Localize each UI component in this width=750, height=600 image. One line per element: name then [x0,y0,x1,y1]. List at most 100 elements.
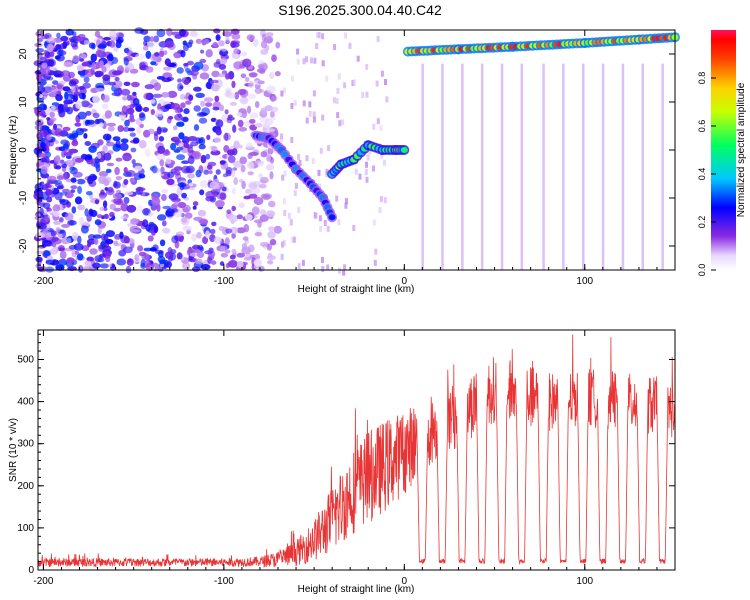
spectrogram-noise-speck [344,32,348,39]
figure-title: S196.2025.300.04.40.C42 [278,2,442,18]
spectrogram-noise-cell [43,250,51,257]
spectrogram-y-axis-label: Frequency (Hz) [8,116,19,185]
spectrogram-noise-cell [193,86,202,92]
spectrogram-noise-cell [97,43,107,49]
spectrogram-noise-speck [317,169,321,176]
spectrogram-noise-cell [159,239,166,247]
spectrogram-noise-cell [173,211,183,218]
spectrogram-noise-cell [259,214,269,222]
spectrogram-noise-cell [55,264,65,271]
spectrogram-noise-cell [116,32,124,38]
spectrogram-noise-cell [94,70,104,77]
colorbar-tick-label: 0.0 [697,264,707,277]
spectrogram-noise-cell [69,219,74,226]
spectrogram-noise-speck [312,116,316,123]
spectrogram-noise-cell [122,152,132,162]
spectrogram-noise-speck [365,176,369,183]
spectrogram-noise-cell [230,42,240,48]
spectrogram-noise-cell [109,203,116,210]
spectrogram-noise-cell [120,88,131,96]
spectrogram-noise-cell [275,41,281,49]
spectrogram-noise-speck [321,60,325,67]
spectrogram-noise-cell [53,123,57,130]
spectrogram-noise-cell [136,126,142,135]
colorbar-tick-label: 0.4 [697,168,707,181]
spectrogram-noise-cell [134,27,144,34]
spectrogram-noise-cell [248,72,258,78]
spectrogram-noise-cell [81,62,89,67]
spectrogram-noise-cell [245,188,253,194]
spectrogram-noise-cell [246,34,255,41]
spectrogram-noise-cell [98,175,107,185]
spectrogram-noise-cell [197,209,207,217]
spectrogram-noise-cell [237,119,244,128]
spectrogram-noise-cell [78,265,84,273]
spectrogram-noise-cell [124,191,134,196]
spectrogram-noise-cell [189,70,199,76]
spectrogram-noise-cell [222,30,232,37]
spectrogram-noise-cell [66,257,75,264]
spectrogram-noise-cell [158,259,167,264]
spectrogram-noise-speck [283,170,287,177]
spectrogram-noise-cell [71,232,79,240]
spectrogram-noise-speck [374,248,378,255]
spectrogram-noise-cell [204,250,214,255]
spectrogram-noise-cell [215,128,222,136]
spectrogram-noise-cell [114,166,120,176]
spectrogram-noise-cell [54,139,59,145]
spectrogram-noise-cell [62,102,68,111]
spectrogram-noise-cell [94,118,100,125]
spectrogram-noise-cell [99,263,109,269]
spectrogram-noise-speck [337,219,341,226]
spectrogram-noise-cell [99,206,105,212]
spectrogram-noise-cell [84,69,94,77]
spectrogram-noise-cell [170,142,177,151]
spectrogram-noise-speck [287,213,291,219]
spectrogram-noise-cell [198,117,208,124]
spectrogram-y-tick-label: -10 [18,190,29,205]
spectrogram-noise-cell [231,205,236,212]
snr-frame [37,329,676,571]
spectrogram-noise-cell [37,153,48,158]
spectrogram-noise-cell [69,166,76,171]
spectrogram-noise-cell [56,32,61,39]
spectrogram-noise-cell [225,36,230,43]
spectrogram-noise-cell [228,260,238,268]
spectrogram-noise-cell [163,66,172,71]
spectrogram-noise-cell [203,97,214,103]
spectrogram-y-tick-label: -20 [18,238,29,253]
spectrogram-noise-speck [316,32,320,39]
spectrogram-noise-cell [60,191,68,196]
spectrogram-noise-cell [158,50,165,58]
spectrogram-noise-cell [111,92,121,96]
spectrogram-noise-cell [213,236,222,244]
spectrogram-x-tick-label: -200 [33,276,53,287]
spectrogram-noise-speck [343,82,347,89]
spectrogram-noise-cell [101,233,106,242]
spectrogram-noise-cell [236,112,242,117]
spectrogram-noise-cell [248,80,255,89]
spectrogram-noise-cell [215,119,224,128]
spectrogram-noise-cell [99,122,104,128]
spectrogram-noise-cell [54,73,62,78]
spectrogram-noise-cell [241,243,248,250]
spectrogram-noise-cell [247,171,254,176]
spectrogram-noise-speck [297,207,301,213]
spectrogram-noise-cell [126,107,135,115]
snr-panel: -200 -100 0 100 0 100 200 300 400 500 Height of … [8,329,676,595]
spectrogram-noise-cell [156,28,166,38]
snr-y-tick-label: 300 [17,439,34,450]
spectrogram-noise-cell [198,144,206,150]
spectrogram-noise-speck [336,112,340,119]
spectrogram-noise-cell [76,178,86,185]
spectrogram-noise-cell [173,201,179,206]
spectrogram-noise-cell [72,95,77,101]
snr-y-tick-label: 0 [28,565,34,576]
spectrogram-noise-cell [157,103,162,111]
spectrogram-noise-cell [75,157,84,163]
spectrogram-striation [461,63,464,270]
spectrogram-noise-cell [220,252,228,258]
spectrogram-noise-cell [200,100,206,107]
spectrogram-noise-cell [211,145,218,152]
spectrogram-noise-cell [222,173,228,178]
